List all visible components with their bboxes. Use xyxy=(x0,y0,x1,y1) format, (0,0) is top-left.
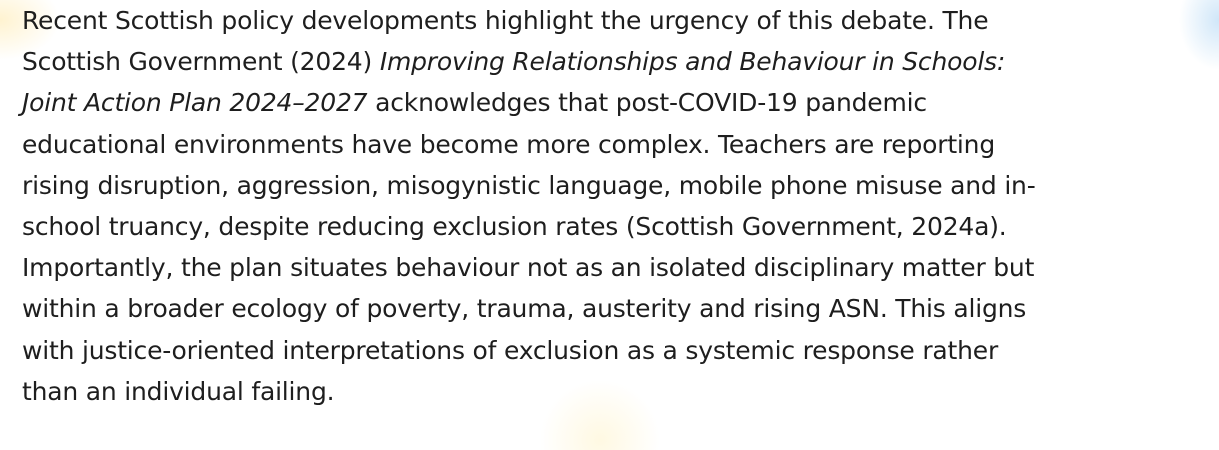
text-line: Recent Scottish policy developments high… xyxy=(22,0,1036,41)
text-line: than an individual failing. xyxy=(22,371,1036,412)
text-line: within a broader ecology of poverty, tra… xyxy=(22,288,1036,329)
text-line: Importantly, the plan situates behaviour… xyxy=(22,247,1036,288)
text-line: with justice-oriented interpretations of… xyxy=(22,330,1036,371)
paragraph: Recent Scottish policy developments high… xyxy=(22,0,1036,412)
italic-text: Improving Relationships and Behaviour in… xyxy=(379,47,1006,77)
text: rising disruption, aggression, misogynis… xyxy=(22,170,1036,200)
text: with justice-oriented interpretations of… xyxy=(22,335,999,365)
italic-text: Joint Action Plan 2024–2027 xyxy=(22,88,368,118)
text: acknowledges that post-COVID-19 pandemic xyxy=(367,88,927,118)
text: Scottish Government (2024) xyxy=(22,47,380,77)
text: school truancy, despite reducing exclusi… xyxy=(22,211,1007,241)
text-line: school truancy, despite reducing exclusi… xyxy=(22,206,1036,247)
text: educational environments have become mor… xyxy=(22,129,995,159)
text-line: educational environments have become mor… xyxy=(22,124,1036,165)
text: Importantly, the plan situates behaviour… xyxy=(22,253,1035,283)
text-line: rising disruption, aggression, misogynis… xyxy=(22,165,1036,206)
text: than an individual failing. xyxy=(22,376,335,406)
text: within a broader ecology of poverty, tra… xyxy=(22,294,1027,324)
text-line: Joint Action Plan 2024–2027 acknowledges… xyxy=(22,82,1036,123)
text: Recent Scottish policy developments high… xyxy=(22,6,989,35)
text-line: Scottish Government (2024) Improving Rel… xyxy=(22,41,1036,82)
